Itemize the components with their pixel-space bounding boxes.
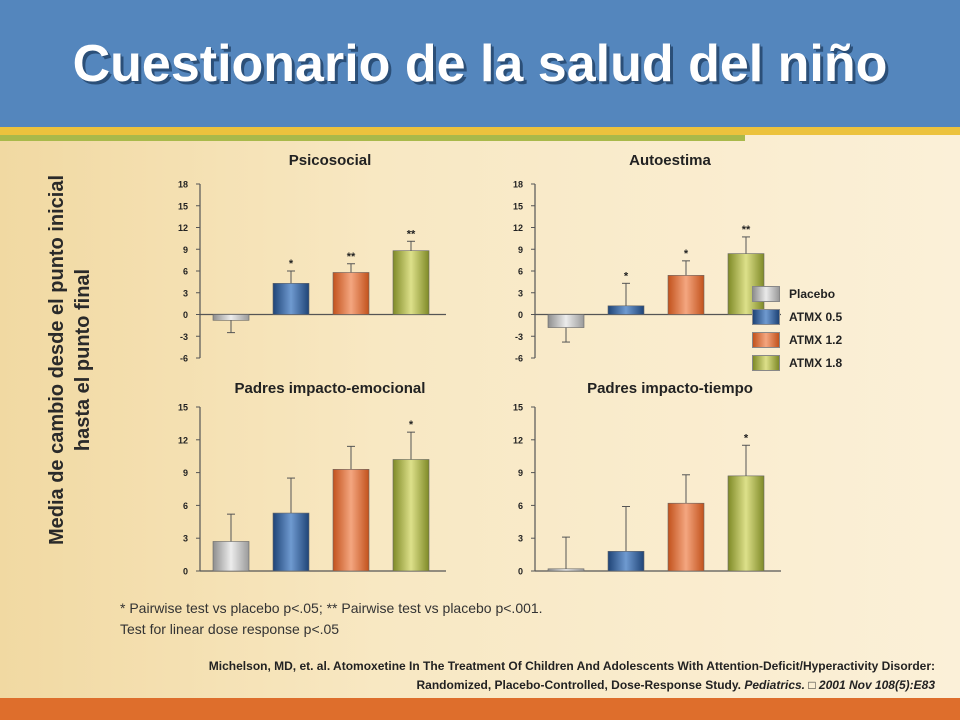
bar-atmx18 bbox=[392, 250, 430, 315]
significance-mark: ** bbox=[347, 251, 356, 263]
legend-item: Placebo bbox=[752, 282, 842, 305]
y-tick-label: 15 bbox=[513, 403, 523, 413]
citation-journal: Pediatrics. □ 2001 Nov 108(5):E83 bbox=[744, 678, 935, 692]
bar-atmx05 bbox=[607, 305, 645, 315]
legend-item: ATMX 1.8 bbox=[752, 351, 842, 374]
y-tick-label: 18 bbox=[513, 180, 523, 190]
bar-atmx05 bbox=[607, 551, 645, 572]
significance-mark: * bbox=[684, 248, 689, 260]
legend-item: ATMX 0.5 bbox=[752, 305, 842, 328]
legend-swatch-atmx05 bbox=[752, 308, 780, 325]
bar-atmx05 bbox=[272, 283, 310, 315]
citation-line2-text: Randomized, Placebo-Controlled, Dose-Res… bbox=[416, 678, 745, 692]
y-tick-label: -3 bbox=[180, 332, 188, 342]
y-tick-label: 15 bbox=[513, 201, 523, 211]
chart-title-autoestima: Autoestima bbox=[629, 152, 711, 169]
bar-placebo bbox=[547, 314, 585, 328]
bar-atmx12 bbox=[332, 272, 370, 315]
chart-title-padres-emocional: Padres impacto-emocional bbox=[234, 380, 426, 397]
bar-atmx12 bbox=[667, 502, 705, 572]
chart-padres-impacto-emocional: 15 12 9 6 3 0 * bbox=[178, 403, 446, 577]
y-tick-label: 0 bbox=[518, 310, 523, 320]
y-tick-label: 9 bbox=[183, 468, 188, 478]
y-tick-label: -3 bbox=[515, 332, 523, 342]
y-tick-label: 15 bbox=[178, 201, 188, 211]
bar-atmx12 bbox=[332, 469, 370, 572]
y-tick-label: 0 bbox=[183, 567, 188, 577]
bar-placebo bbox=[212, 314, 250, 321]
legend-swatch-atmx18 bbox=[752, 354, 780, 371]
citation-line1: Michelson, MD, et. al. Atomoxetine In Th… bbox=[208, 659, 935, 673]
significance-mark: * bbox=[289, 258, 294, 270]
y-tick-label: 18 bbox=[178, 180, 188, 190]
bar-placebo bbox=[212, 541, 250, 572]
bar-atmx12 bbox=[667, 275, 705, 315]
y-axis-label-line2: hasta el punto final bbox=[72, 268, 94, 452]
legend: Placebo ATMX 0.5 ATMX 1.2 ATMX 1.8 bbox=[752, 282, 842, 374]
legend-label: ATMX 0.5 bbox=[789, 309, 843, 324]
y-tick-label: 9 bbox=[183, 245, 188, 255]
y-tick-label: 12 bbox=[513, 435, 523, 445]
chart-title-psicosocial: Psicosocial bbox=[288, 152, 372, 169]
bar-atmx05 bbox=[272, 512, 310, 572]
bar-atmx18 bbox=[727, 475, 765, 572]
bar-placebo bbox=[547, 568, 585, 572]
y-tick-label: 0 bbox=[518, 567, 523, 577]
y-tick-label: -6 bbox=[180, 354, 188, 364]
header-bar bbox=[0, 0, 960, 127]
y-tick-label: 3 bbox=[183, 288, 188, 298]
footnote-line1: * Pairwise test vs placebo p<.05; ** Pai… bbox=[120, 600, 543, 616]
y-tick-label: 6 bbox=[518, 267, 523, 277]
footnote-line2: Test for linear dose response p<.05 bbox=[120, 621, 340, 637]
y-tick-label: 3 bbox=[518, 534, 523, 544]
legend-swatch-placebo bbox=[752, 285, 780, 302]
y-tick-label: 3 bbox=[183, 534, 188, 544]
y-tick-label: 3 bbox=[518, 288, 523, 298]
significance-mark: * bbox=[624, 270, 629, 282]
y-tick-label: 6 bbox=[183, 501, 188, 511]
legend-item: ATMX 1.2 bbox=[752, 328, 842, 351]
legend-label: ATMX 1.2 bbox=[789, 332, 843, 347]
legend-label: ATMX 1.8 bbox=[789, 355, 843, 370]
bar-atmx18 bbox=[727, 253, 765, 315]
bar-atmx18 bbox=[392, 459, 430, 572]
chart-padres-impacto-tiempo: 15 12 9 6 3 0 * bbox=[513, 403, 781, 577]
chart-title-padres-tiempo: Padres impacto-tiempo bbox=[587, 380, 753, 397]
legend-label: Placebo bbox=[789, 286, 836, 301]
citation-line2: Randomized, Placebo-Controlled, Dose-Res… bbox=[120, 676, 935, 695]
legend-swatch-atmx12 bbox=[752, 331, 780, 348]
citation: Michelson, MD, et. al. Atomoxetine In Th… bbox=[120, 657, 935, 695]
significance-mark: ** bbox=[407, 228, 416, 240]
significance-mark: * bbox=[409, 419, 414, 431]
y-tick-label: 12 bbox=[178, 435, 188, 445]
footnote: * Pairwise test vs placebo p<.05; ** Pai… bbox=[120, 598, 543, 640]
y-tick-label: 12 bbox=[178, 223, 188, 233]
y-tick-label: 12 bbox=[513, 223, 523, 233]
y-tick-label: 6 bbox=[183, 267, 188, 277]
y-tick-label: 0 bbox=[183, 310, 188, 320]
y-tick-label: 9 bbox=[518, 468, 523, 478]
y-tick-label: 6 bbox=[518, 501, 523, 511]
y-tick-label: -6 bbox=[515, 354, 523, 364]
y-tick-label: 15 bbox=[178, 403, 188, 413]
significance-mark: ** bbox=[742, 224, 751, 236]
footer-bar bbox=[0, 698, 960, 720]
slide-title: Cuestionario de la salud del niño bbox=[72, 35, 888, 93]
accent-stripe-yellow bbox=[0, 127, 960, 135]
accent-stripe-green bbox=[0, 135, 745, 141]
significance-mark: * bbox=[744, 432, 749, 444]
y-axis-label-line1: Media de cambio desde el punto inicial bbox=[46, 174, 68, 546]
y-tick-label: 9 bbox=[518, 245, 523, 255]
